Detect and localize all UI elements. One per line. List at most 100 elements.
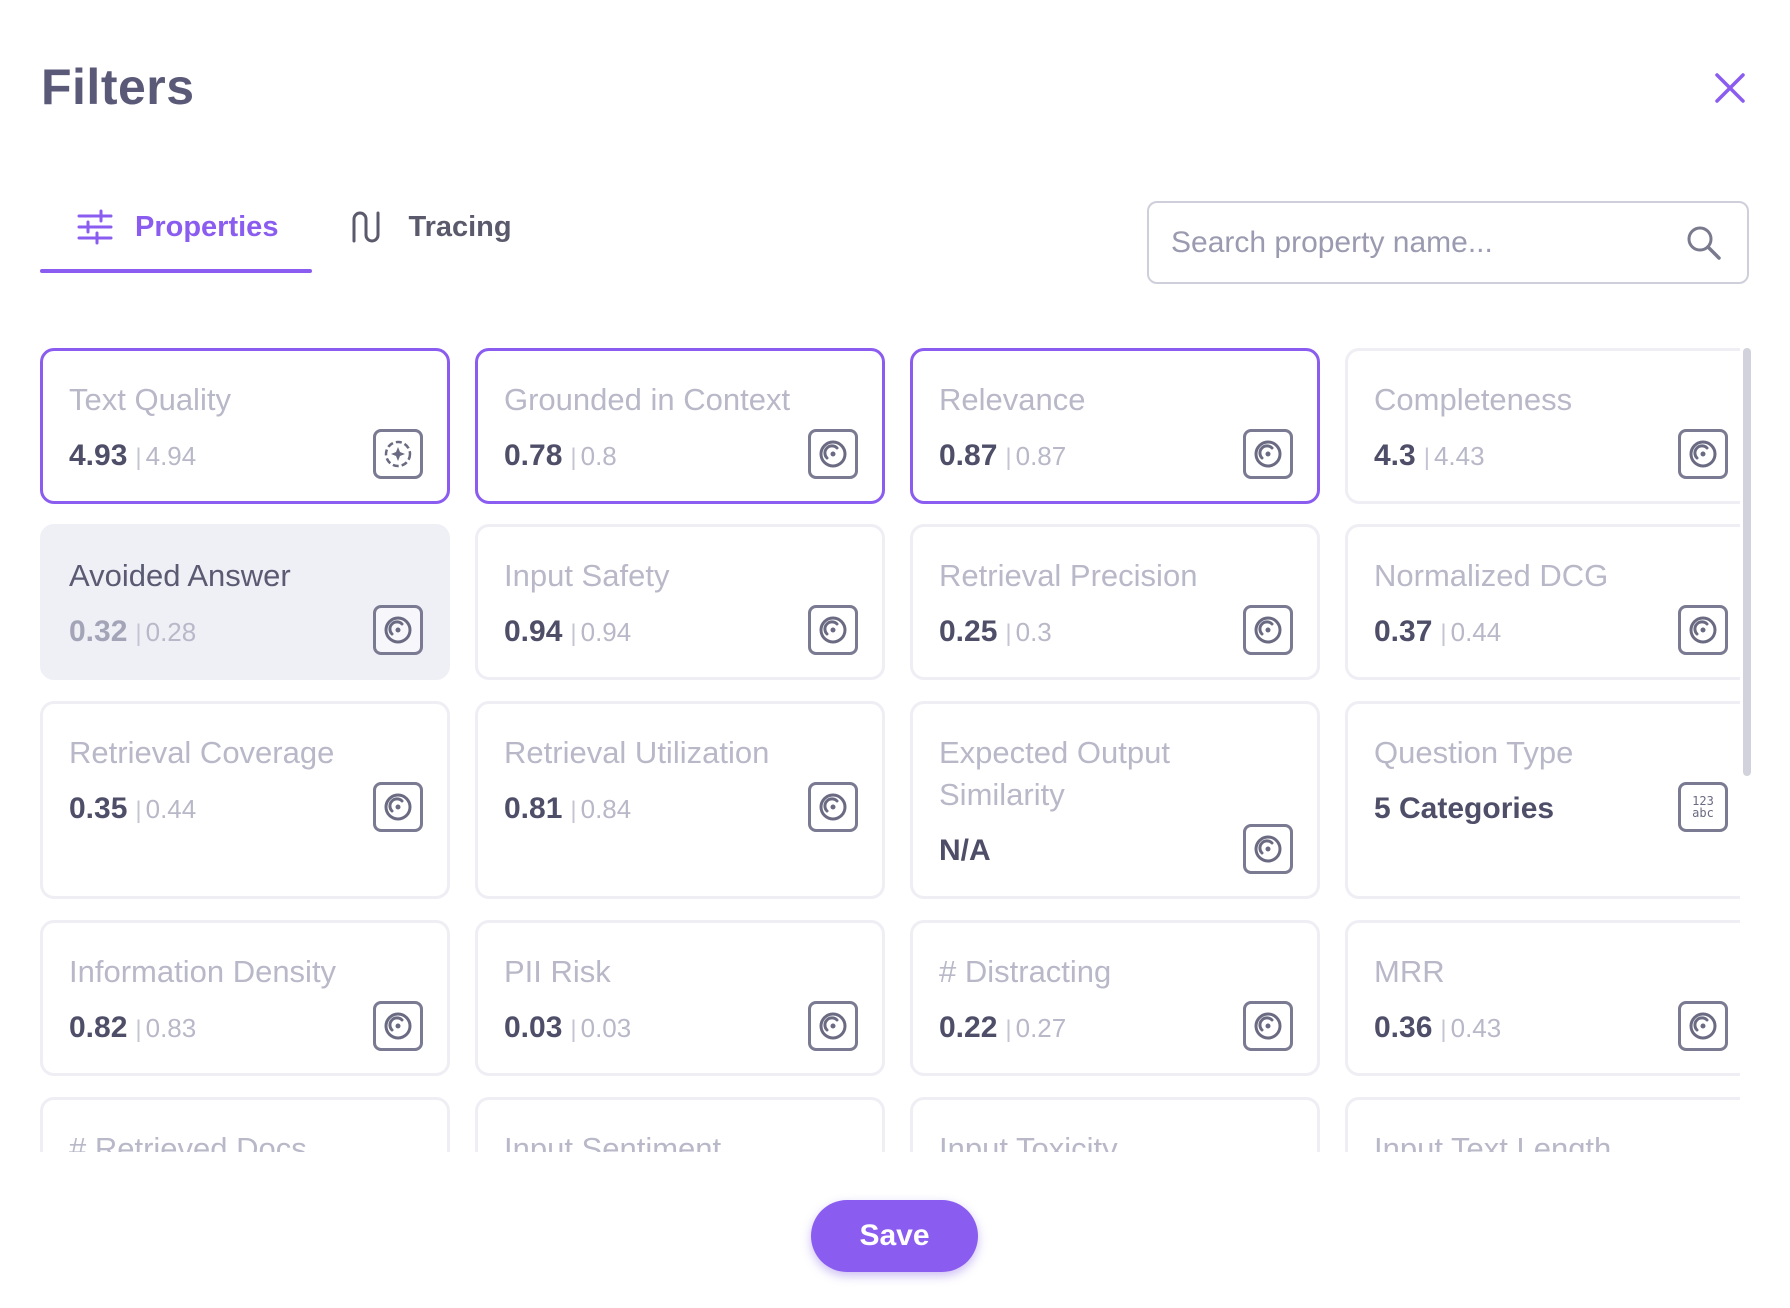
- property-name: Avoided Answer: [69, 558, 291, 593]
- numeric-property-icon[interactable]: [1243, 605, 1293, 655]
- value-separator: |: [570, 444, 577, 471]
- value-separator: |: [570, 1016, 577, 1043]
- property-value: 0.87: [939, 439, 998, 472]
- property-card[interactable]: Question Type 5 Categories 123 abc: [1345, 701, 1740, 899]
- numeric-property-icon[interactable]: [373, 605, 423, 655]
- value-separator: |: [1440, 1016, 1447, 1043]
- search-input[interactable]: [1171, 225, 1683, 260]
- property-grid: Text Quality 4.93 | 4.94 Grounded in Context…: [40, 348, 1740, 1152]
- numeric-property-icon[interactable]: [1243, 1001, 1293, 1051]
- tab-properties[interactable]: Properties: [40, 195, 313, 259]
- numeric-property-icon[interactable]: [808, 1001, 858, 1051]
- value-separator: |: [1005, 620, 1012, 647]
- property-name: Relevance: [939, 382, 1086, 417]
- property-card[interactable]: Input Toxicity: [910, 1097, 1320, 1152]
- property-card[interactable]: Text Quality 4.93 | 4.94: [40, 348, 450, 504]
- property-card[interactable]: Avoided Answer 0.32 | 0.28: [40, 524, 450, 680]
- property-value-row: 0.78 | 0.8: [504, 439, 617, 473]
- property-name: # Distracting: [939, 954, 1112, 989]
- property-compare-value: 0.3: [1015, 617, 1052, 647]
- numeric-property-icon[interactable]: [1678, 429, 1728, 479]
- property-card[interactable]: # Distracting 0.22 | 0.27: [910, 920, 1320, 1076]
- property-card[interactable]: Retrieval Precision 0.25 | 0.3: [910, 524, 1320, 680]
- trace-path-icon: [348, 207, 388, 247]
- property-name: Question Type: [1374, 735, 1574, 770]
- property-name: Completeness: [1374, 382, 1573, 417]
- categorical-123-abc-icon[interactable]: 123 abc: [1678, 782, 1728, 832]
- active-tab-indicator: [40, 269, 312, 273]
- property-value-row: 0.37 | 0.44: [1374, 615, 1501, 649]
- property-name: Input Sentiment: [504, 1131, 722, 1152]
- property-name: Retrieval Precision: [939, 558, 1198, 593]
- property-compare-value: 0.28: [145, 617, 197, 647]
- search-icon[interactable]: [1683, 222, 1725, 264]
- numeric-property-icon[interactable]: [1678, 605, 1728, 655]
- property-card[interactable]: Normalized DCG 0.37 | 0.44: [1345, 524, 1740, 680]
- property-card[interactable]: Grounded in Context 0.78 | 0.8: [475, 348, 885, 504]
- property-name: MRR: [1374, 954, 1445, 989]
- property-compare-value: 0.27: [1015, 1013, 1067, 1043]
- value-separator: |: [1005, 444, 1012, 471]
- property-card[interactable]: MRR 0.36 | 0.43: [1345, 920, 1740, 1076]
- numeric-property-icon[interactable]: [373, 782, 423, 832]
- numeric-property-icon[interactable]: [1243, 824, 1293, 874]
- property-card[interactable]: Retrieval Utilization 0.81 | 0.84: [475, 701, 885, 899]
- property-value-row: 0.35 | 0.44: [69, 792, 196, 826]
- property-value-row: 0.25 | 0.3: [939, 615, 1052, 649]
- property-card[interactable]: Completeness 4.3 | 4.43: [1345, 348, 1740, 504]
- property-name: Retrieval Utilization: [504, 735, 770, 770]
- tab-tracing-label: Tracing: [408, 210, 512, 243]
- property-value-row: N/A: [939, 834, 991, 868]
- property-name: Input Toxicity: [939, 1131, 1118, 1152]
- property-name: Text Quality: [69, 382, 231, 417]
- property-compare-value: 4.94: [145, 441, 197, 471]
- grid-scrollbar[interactable]: [1743, 348, 1751, 776]
- property-card[interactable]: Information Density 0.82 | 0.83: [40, 920, 450, 1076]
- close-icon: [1715, 73, 1745, 103]
- sliders-icon: [75, 207, 115, 247]
- property-compare-value: 0.8: [580, 441, 617, 471]
- property-name: Grounded in Context: [504, 382, 791, 417]
- numeric-property-icon[interactable]: [1243, 429, 1293, 479]
- property-card[interactable]: Input Safety 0.94 | 0.94: [475, 524, 885, 680]
- numeric-property-icon[interactable]: [808, 782, 858, 832]
- property-value: N/A: [939, 834, 991, 867]
- property-value: 0.35: [69, 792, 128, 825]
- property-value: 0.81: [504, 792, 563, 825]
- property-value-row: 5 Categories: [1374, 792, 1554, 826]
- numeric-property-icon[interactable]: [1678, 1001, 1728, 1051]
- value-separator: |: [570, 797, 577, 824]
- property-name: Information Density: [69, 954, 337, 989]
- property-name: PII Risk: [504, 954, 611, 989]
- tab-tracing[interactable]: Tracing: [313, 195, 546, 259]
- numeric-property-icon[interactable]: [808, 605, 858, 655]
- save-button[interactable]: Save: [811, 1200, 978, 1272]
- property-value-row: 4.93 | 4.94: [69, 439, 196, 473]
- property-card[interactable]: Retrieval Coverage 0.35 | 0.44: [40, 701, 450, 899]
- tab-properties-label: Properties: [135, 210, 279, 243]
- tab-bar: Properties Tracing: [40, 195, 547, 275]
- numeric-property-icon[interactable]: [373, 1001, 423, 1051]
- property-compare-value: 0.43: [1450, 1013, 1502, 1043]
- property-value-row: 0.36 | 0.43: [1374, 1011, 1501, 1045]
- property-name: Input Safety: [504, 558, 670, 593]
- property-value-row: 0.32 | 0.28: [69, 615, 196, 649]
- numeric-property-icon[interactable]: [808, 429, 858, 479]
- property-compare-value: 4.43: [1433, 441, 1485, 471]
- property-card[interactable]: # Retrieved Docs: [40, 1097, 450, 1152]
- close-button[interactable]: [1708, 66, 1752, 110]
- property-name: Retrieval Coverage: [69, 735, 335, 770]
- property-card[interactable]: Relevance 0.87 | 0.87: [910, 348, 1320, 504]
- property-compare-value: 0.44: [145, 794, 197, 824]
- property-card[interactable]: Input Sentiment: [475, 1097, 885, 1152]
- llm-sparkle-icon[interactable]: [373, 429, 423, 479]
- property-value: 0.03: [504, 1011, 563, 1044]
- property-card[interactable]: Expected Output Similarity N/A: [910, 701, 1320, 899]
- property-value-row: 0.22 | 0.27: [939, 1011, 1066, 1045]
- property-value: 0.94: [504, 615, 563, 648]
- property-card[interactable]: PII Risk 0.03 | 0.03: [475, 920, 885, 1076]
- property-card[interactable]: Input Text Length: [1345, 1097, 1740, 1152]
- property-name: # Retrieved Docs: [69, 1131, 307, 1152]
- property-value-row: 0.82 | 0.83: [69, 1011, 196, 1045]
- search-box[interactable]: [1147, 201, 1749, 284]
